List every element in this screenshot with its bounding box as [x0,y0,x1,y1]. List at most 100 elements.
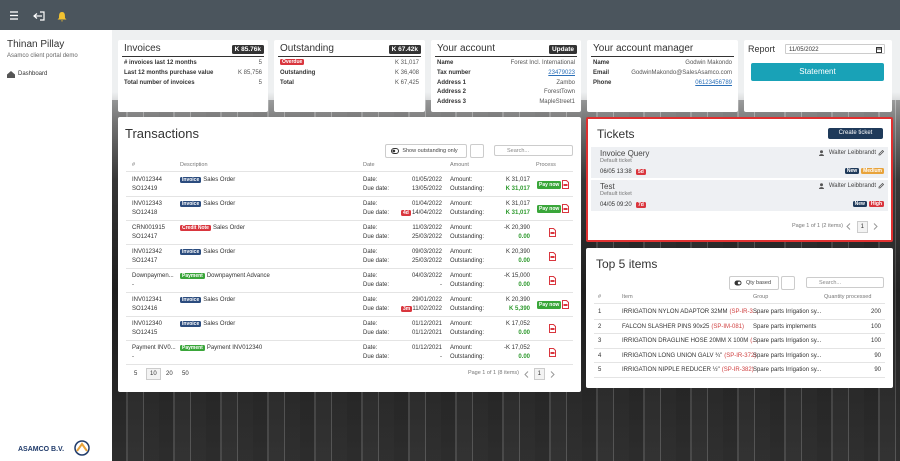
pdf-icon[interactable] [549,276,556,285]
pdf-icon[interactable] [549,252,556,261]
pager-next[interactable] [873,223,878,230]
transaction-row[interactable] [126,341,573,365]
item-group: Spare parts Irrigation sy... [753,352,822,359]
item-group: Spare parts Irrigation sy... [753,338,822,344]
portal-subtitle: Asamco client portal demo [7,53,78,59]
report-card: Report 11/05/2022 Statement [744,40,892,112]
create-ticket-label[interactable]: Create ticket [838,130,873,136]
ticket-title[interactable]: Invoice Query [600,149,650,158]
update-button[interactable]: Update [548,45,577,54]
reference: SO12417 [132,258,158,264]
page-size-option[interactable]: 5 [134,371,138,377]
transaction-row[interactable] [126,173,573,197]
row-value: GodwinMakondo@SalesAsamco.com [631,69,732,76]
amount-label: Amount: [450,225,473,231]
update-label[interactable]: Update [551,46,574,53]
ticket[interactable]: Invoice Query Default ticket 06/05 13:38 5d… [591,147,888,178]
pdf-icon[interactable] [562,300,569,309]
pdf-icon[interactable] [549,348,556,357]
ticket[interactable]: Test Default ticket 04/05 09:20 7d Walter Le… [591,180,888,211]
qty-toggle[interactable]: Qty based [729,276,779,290]
search-placeholder[interactable]: Search... [819,280,842,286]
search-box[interactable]: Search... [806,277,884,288]
pay-now-button[interactable]: Pay now [537,181,562,189]
pay-now-label[interactable]: Pay now [539,206,560,212]
pay-now-button[interactable]: Pay now [537,205,562,213]
pdf-icon[interactable] [549,324,556,333]
pdf-icon[interactable] [562,204,569,213]
statement-button[interactable]: Statement [751,63,884,81]
due-date-value: 11/02/2022 [412,306,442,312]
item-row [594,305,885,320]
item-row [594,320,885,334]
outstanding-toggle[interactable]: Show outstanding only [385,144,467,158]
priority-badge: Medium [861,168,884,174]
create-ticket-button[interactable]: Create ticket [828,128,883,139]
transaction-row[interactable] [126,197,573,221]
menu-icon[interactable] [10,11,18,20]
row-value: Zambo [556,79,575,86]
top-bar-icons[interactable] [10,10,70,22]
pay-now-label[interactable]: Pay now [539,302,560,308]
edit-icon[interactable] [878,150,884,156]
row-value[interactable]: 06123456789 [695,79,732,86]
nav-dashboard[interactable]: Dashboard [18,71,48,77]
pager-current[interactable]: 1 [533,368,545,380]
column-header: Process [536,162,556,168]
date-input[interactable]: 11/05/2022 [785,44,885,54]
pdf-icon[interactable] [549,228,556,237]
row-value: K 67,425 [394,79,419,86]
row-label: Address 2 [437,89,467,96]
transaction-row[interactable] [126,269,573,293]
description: Invoice Sales Order [180,320,235,328]
pager-next[interactable] [550,371,555,378]
edit-icon[interactable] [878,183,884,189]
pager-summary: Page 1 of 1 (2 items) [791,223,843,229]
document-number: CRN001915 [132,225,166,231]
row-value: 5 [258,79,262,86]
page-size-option[interactable]: 50 [182,371,189,377]
transactions-card: Transactions Show outstanding only Search.… [118,117,581,392]
export-button[interactable] [781,276,795,290]
transaction-row[interactable] [126,245,573,269]
home-icon [7,71,15,78]
search-box[interactable]: Search... [494,145,573,156]
date-value[interactable]: 11/05/2022 [789,47,819,53]
toggle-label[interactable]: Qty based [745,280,772,286]
page-size-option[interactable]: 20 [166,371,173,377]
statement-label[interactable]: Statement [799,67,836,76]
date-value: 01/12/2021 [411,345,442,351]
ticket-time: 04/05 09:20 [600,202,632,208]
transaction-row[interactable] [126,317,573,341]
due-date-label: Due date: [363,258,390,264]
pay-now-button[interactable]: Pay now [537,301,562,309]
page-size-option[interactable]: 10 [146,368,161,380]
card-title: Invoices [124,43,161,54]
pager-prev[interactable] [846,223,851,230]
item-description: IRRIGATION NYLON ADAPTOR 32MM [622,309,728,315]
outstanding-value: K 5,390 [508,306,530,312]
ticket-title[interactable]: Test [600,182,615,191]
pager-current[interactable]: 1 [856,221,868,233]
amount-label: Amount: [450,249,473,255]
document-number: Payment INV0... [132,345,176,351]
pay-now-label[interactable]: Pay now [539,182,560,188]
bell-icon[interactable] [57,12,67,22]
outstanding-value: K 31,017 [505,186,530,192]
pager-prev[interactable] [524,371,529,378]
export-button[interactable] [470,144,484,158]
pdf-icon[interactable] [562,180,569,189]
amount-label: Amount: [450,345,473,351]
doc-type-badge: Invoice [180,297,202,303]
due-date-label: Due date: [363,282,390,288]
description: Invoice Sales Order [180,176,235,184]
transaction-row[interactable] [126,221,573,245]
toggle-label[interactable]: Show outstanding only [402,148,458,154]
row-value[interactable]: 23479023 [548,69,575,76]
row-value: K 31,017 [394,60,419,66]
transaction-row[interactable] [126,293,573,317]
logout-icon[interactable] [33,11,45,21]
tickets-card: Tickets Create ticket Invoice Query Default… [586,117,893,242]
search-placeholder[interactable]: Search... [507,148,530,154]
ticket-badges: New Medium [844,168,884,174]
